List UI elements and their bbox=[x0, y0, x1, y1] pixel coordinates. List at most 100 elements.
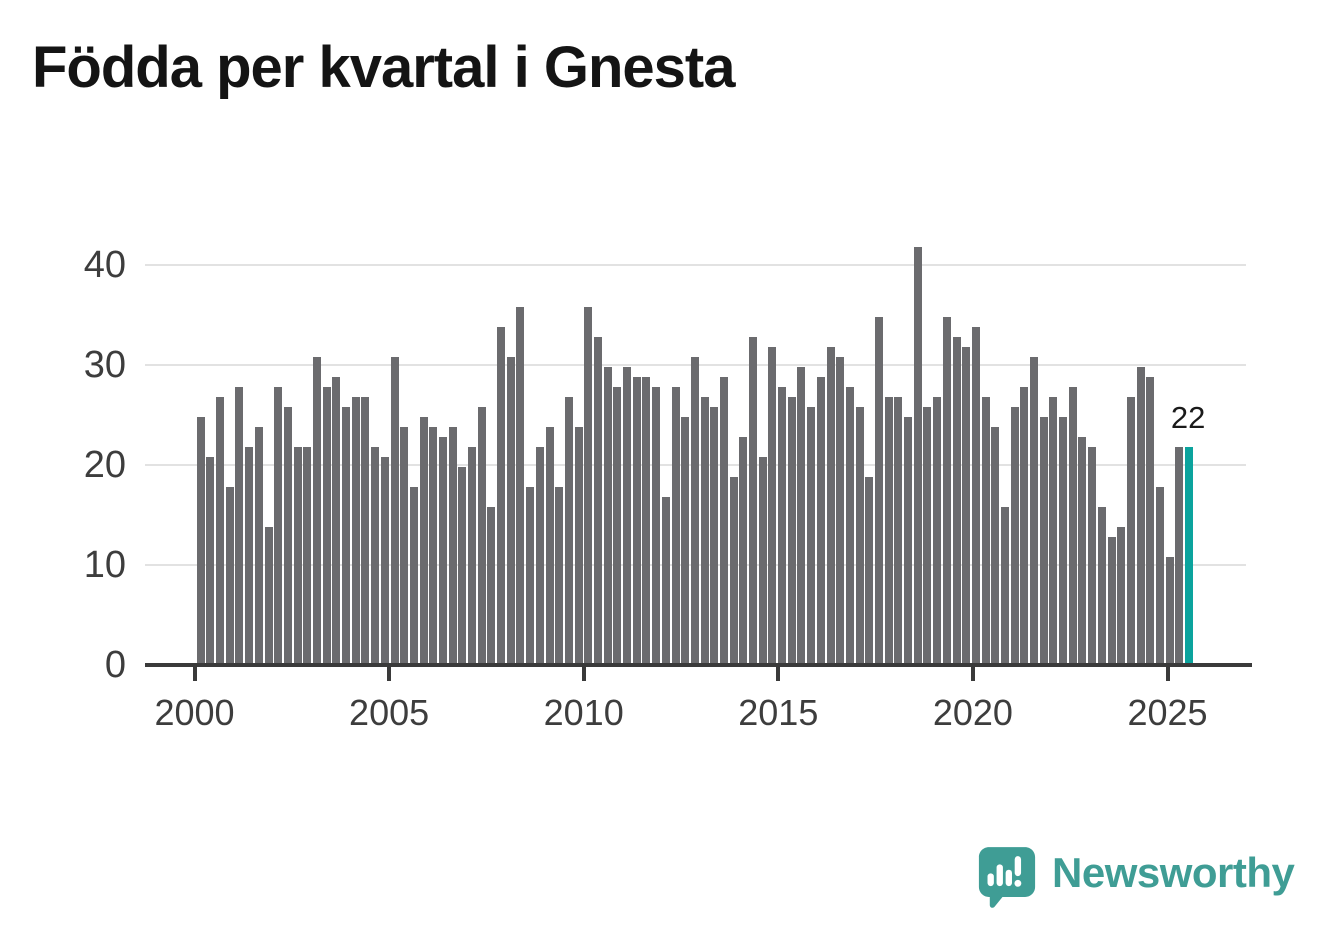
bar bbox=[797, 367, 806, 667]
bar bbox=[477, 407, 486, 667]
bar bbox=[1156, 487, 1164, 667]
bar bbox=[468, 447, 477, 667]
y-tick-label-10: 10 bbox=[83, 544, 126, 586]
bar bbox=[661, 497, 670, 667]
bar bbox=[652, 387, 661, 667]
bar bbox=[293, 447, 302, 667]
x-tick-label-2010: 2010 bbox=[543, 692, 624, 733]
bar bbox=[933, 397, 942, 667]
bar bbox=[749, 337, 758, 667]
x-tick-2000 bbox=[192, 667, 197, 681]
bar bbox=[855, 407, 864, 667]
bar bbox=[351, 397, 360, 667]
bar bbox=[574, 427, 583, 667]
x-tick-2010 bbox=[581, 667, 586, 681]
newsworthy-logo-text: Newsworthy bbox=[1052, 849, 1295, 896]
bar bbox=[739, 437, 748, 667]
bar bbox=[283, 407, 292, 667]
bar bbox=[1039, 417, 1048, 667]
bar bbox=[729, 477, 738, 667]
bar bbox=[690, 357, 699, 667]
bar bbox=[409, 487, 418, 667]
bar bbox=[778, 387, 787, 667]
bar bbox=[448, 427, 457, 667]
x-tick-2015 bbox=[776, 667, 781, 681]
x-tick-label-2015: 2015 bbox=[738, 692, 819, 733]
bar bbox=[952, 337, 961, 667]
bar bbox=[971, 327, 980, 667]
bar bbox=[1068, 387, 1077, 667]
bar bbox=[962, 347, 971, 667]
bar bbox=[564, 397, 573, 667]
bar bbox=[312, 357, 321, 667]
bar bbox=[671, 387, 680, 667]
bar bbox=[487, 507, 496, 667]
x-tick-2025 bbox=[1165, 667, 1170, 681]
bar bbox=[632, 377, 641, 667]
bar bbox=[400, 427, 409, 667]
chart-title: Födda per kvartal i Gnesta bbox=[32, 35, 735, 100]
bar bbox=[264, 527, 273, 667]
bar bbox=[206, 457, 215, 667]
bar bbox=[303, 447, 312, 667]
bar bbox=[710, 407, 719, 667]
bar bbox=[584, 307, 593, 667]
bar bbox=[1165, 557, 1174, 667]
bar bbox=[1107, 537, 1116, 667]
y-tick-label-30: 30 bbox=[83, 344, 126, 386]
bar bbox=[497, 327, 506, 667]
bar bbox=[235, 387, 244, 667]
bar bbox=[875, 317, 883, 667]
bar bbox=[371, 447, 380, 667]
bar bbox=[419, 417, 428, 667]
bar-highlighted bbox=[1185, 447, 1194, 667]
bar bbox=[216, 397, 225, 667]
bar bbox=[981, 397, 990, 667]
bar bbox=[1175, 447, 1184, 667]
x-tick-label-2000: 2000 bbox=[154, 692, 235, 733]
bar bbox=[526, 487, 535, 667]
bar bbox=[1136, 367, 1145, 667]
x-tick-label-2025: 2025 bbox=[1127, 692, 1208, 733]
bar bbox=[1020, 387, 1029, 667]
bar bbox=[1010, 407, 1019, 667]
newsworthy-logo: Newsworthy bbox=[978, 846, 1295, 908]
bar bbox=[942, 317, 951, 667]
bar bbox=[894, 397, 903, 667]
bar bbox=[593, 337, 602, 667]
bar bbox=[845, 387, 854, 667]
bar bbox=[613, 387, 622, 667]
bar bbox=[1000, 507, 1009, 667]
bar bbox=[913, 247, 922, 667]
bar bbox=[1146, 377, 1155, 667]
x-tick-2020 bbox=[970, 667, 975, 681]
bar bbox=[506, 357, 515, 667]
bar bbox=[1049, 397, 1058, 667]
bar bbox=[700, 397, 709, 667]
bar bbox=[816, 377, 825, 667]
bar bbox=[603, 367, 612, 667]
bar bbox=[1059, 417, 1068, 667]
bar bbox=[322, 387, 331, 667]
y-tick-label-0: 0 bbox=[104, 644, 126, 686]
last-bar-value-label: 22 bbox=[1170, 400, 1206, 435]
x-axis-line bbox=[145, 663, 1252, 667]
bar bbox=[904, 417, 913, 667]
bar bbox=[681, 417, 690, 667]
bar bbox=[1078, 437, 1087, 667]
bar bbox=[225, 487, 234, 667]
bar bbox=[545, 427, 554, 667]
x-tick-label-2005: 2005 bbox=[349, 692, 430, 733]
bar bbox=[555, 487, 564, 667]
bar bbox=[1088, 447, 1097, 667]
bar bbox=[1126, 397, 1135, 667]
bar bbox=[458, 467, 467, 667]
bar bbox=[196, 417, 205, 667]
y-tick-label-20: 20 bbox=[83, 444, 126, 486]
bar bbox=[429, 427, 438, 667]
bar bbox=[807, 407, 816, 667]
bar bbox=[884, 397, 893, 667]
x-tick-label-2020: 2020 bbox=[932, 692, 1013, 733]
bar bbox=[787, 397, 796, 667]
